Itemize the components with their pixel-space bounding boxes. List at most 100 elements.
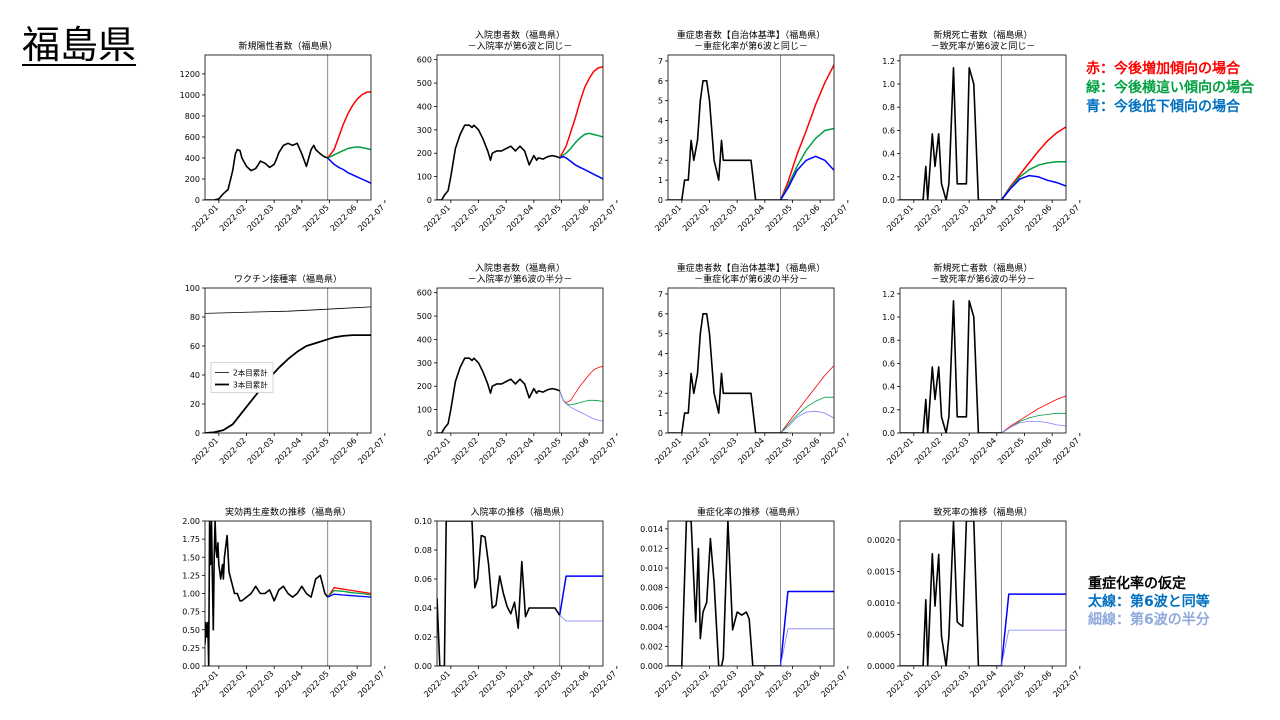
x-tick-label: 2022-02 xyxy=(913,203,943,233)
y-tick-label: 3 xyxy=(658,136,663,145)
x-tick-label: 2022-06 xyxy=(792,669,822,699)
x-tick-label: 2022-04 xyxy=(505,203,535,233)
x-tick-label: 2022-07 xyxy=(819,436,849,466)
x-tick-label: 2022-02 xyxy=(450,203,480,233)
plot-frame xyxy=(436,287,604,434)
y-tick-label: 3 xyxy=(658,369,663,378)
assumption-title: 重症化率の仮定 xyxy=(1088,576,1186,592)
series-line-blue xyxy=(558,575,603,616)
x-tick-label: 2022-05 xyxy=(996,436,1026,466)
observed-line xyxy=(668,80,788,200)
x-tick-label: 2022-05 xyxy=(301,203,331,233)
observed-line xyxy=(437,521,561,666)
series-line-blue xyxy=(559,155,603,180)
x-tick-label: 2022-03 xyxy=(478,669,508,699)
x-tick-label: 2022-04 xyxy=(273,669,303,699)
plot-frame xyxy=(667,287,835,434)
y-tick-label: 2 xyxy=(658,156,663,165)
y-tick-label: 1200 xyxy=(180,70,200,79)
series-line-red xyxy=(559,365,603,404)
x-tick-label: 2022-02 xyxy=(681,669,711,699)
chart-data-area xyxy=(437,521,603,666)
y-tick-label: 100 xyxy=(185,284,200,293)
x-tick-label: 2022-04 xyxy=(968,203,998,233)
y-tick-label: 2.00 xyxy=(182,517,200,526)
x-tick-label: 2022-07 xyxy=(356,436,386,466)
plot-frame xyxy=(667,54,835,201)
x-tick-label: 2022-04 xyxy=(968,436,998,466)
series-line-blue_thin xyxy=(1001,420,1066,433)
x-tick-label: 2022-07 xyxy=(1051,669,1081,699)
y-tick-label: 0.02 xyxy=(414,633,432,642)
y-tick-label: 0 xyxy=(195,429,200,438)
y-tick-label: 500 xyxy=(417,79,432,88)
y-tick-label: 0.00 xyxy=(414,662,432,671)
y-tick-label: 0 xyxy=(195,196,200,205)
observed-line xyxy=(437,124,561,200)
observed-line xyxy=(900,521,1002,666)
y-tick-label: 7 xyxy=(658,290,663,299)
series-line-blue_thin xyxy=(559,390,603,422)
legend-blue-scenario: 青：今後低下傾向の場合 xyxy=(1086,99,1240,115)
x-tick-label: 2022-03 xyxy=(941,669,971,699)
x-tick-label: 2022-07 xyxy=(588,436,618,466)
chart-panel-2: 入院患者数（福島県）－入院率が第6波と同じ－ 0 100 200 300 400 500 60… xyxy=(417,29,619,233)
y-tick-label: 0.2 xyxy=(882,173,895,182)
observed-line xyxy=(900,67,1011,200)
y-tick-label: 0.04 xyxy=(414,604,432,613)
x-tick-label: 2022-05 xyxy=(764,669,794,699)
series-line-red xyxy=(559,65,603,159)
y-tick-label: 100 xyxy=(417,173,432,182)
x-tick-label: 2022-03 xyxy=(246,203,276,233)
x-tick-label: 2022-02 xyxy=(450,436,480,466)
y-tick-label: 6 xyxy=(658,310,663,319)
observed-line xyxy=(900,299,1002,433)
y-tick-label: 0.4 xyxy=(882,383,895,392)
x-tick-label: 2022-01 xyxy=(885,436,915,466)
scenario-legend: 赤：今後増加傾向の場合 緑：今後横這い傾向の場合 青：今後低下傾向の場合 xyxy=(1086,60,1254,117)
y-tick-label: 0.002 xyxy=(640,642,663,651)
legend-green-scenario: 緑：今後横這い傾向の場合 xyxy=(1086,80,1254,96)
plot-frame xyxy=(204,287,372,434)
y-tick-label: 1.2 xyxy=(882,290,895,299)
x-tick-label: 2022-06 xyxy=(329,436,359,466)
y-tick-label: 600 xyxy=(185,133,200,142)
y-tick-label: 100 xyxy=(417,406,432,415)
x-tick-label: 2022-01 xyxy=(653,436,683,466)
x-tick-label: 2022-06 xyxy=(561,203,591,233)
legend-label: 2本目累計 xyxy=(233,368,268,378)
x-tick-label: 2022-07 xyxy=(819,669,849,699)
chart-title: 新規陽性者数（福島県） xyxy=(238,40,337,52)
series-line-blue_thin xyxy=(559,615,603,622)
y-tick-label: 0.6 xyxy=(882,126,895,135)
y-tick-label: 0.006 xyxy=(640,603,663,612)
y-tick-label: 400 xyxy=(417,102,432,111)
chart-title: 入院患者数（福島県） xyxy=(475,29,565,41)
chart-panel-12: 致死率の推移（福島県） 0.0000 0.0005 0.0010 0.0015 0.002… xyxy=(867,506,1081,699)
observed-line xyxy=(668,521,781,666)
series-line-observed xyxy=(205,334,371,433)
observed-line xyxy=(668,312,788,433)
x-tick-label: 2022-02 xyxy=(218,436,248,466)
series-line-red xyxy=(327,587,371,598)
assumption-legend: 重症化率の仮定 太線：第6波と同等 細線：第6波の半分 xyxy=(1088,575,1210,629)
x-tick-label: 2022-04 xyxy=(736,669,766,699)
series-line-red xyxy=(1001,395,1066,433)
series-line-red xyxy=(1000,126,1066,200)
x-tick-label: 2022-06 xyxy=(561,436,591,466)
y-tick-label: 0 xyxy=(427,196,432,205)
y-tick-label: 0.50 xyxy=(182,626,200,635)
x-tick-label: 2022-05 xyxy=(533,669,563,699)
plot-frame xyxy=(899,287,1067,434)
x-tick-label: 2022-06 xyxy=(329,669,359,699)
chart-title: 新規死亡者数（福島県） xyxy=(933,29,1032,41)
chart-title: －重症化率が第6波の半分－ xyxy=(694,273,808,285)
series-line-blue xyxy=(779,155,834,200)
chart-title: 重症患者数【自治体基準】（福島県） xyxy=(677,29,826,41)
series-line-red xyxy=(779,64,834,200)
series-line-red xyxy=(780,365,834,433)
page-title: 福島県 xyxy=(22,23,137,67)
y-tick-label: 0.0015 xyxy=(867,567,895,576)
series-line-blue xyxy=(779,590,834,666)
y-tick-label: 1 xyxy=(658,176,663,185)
